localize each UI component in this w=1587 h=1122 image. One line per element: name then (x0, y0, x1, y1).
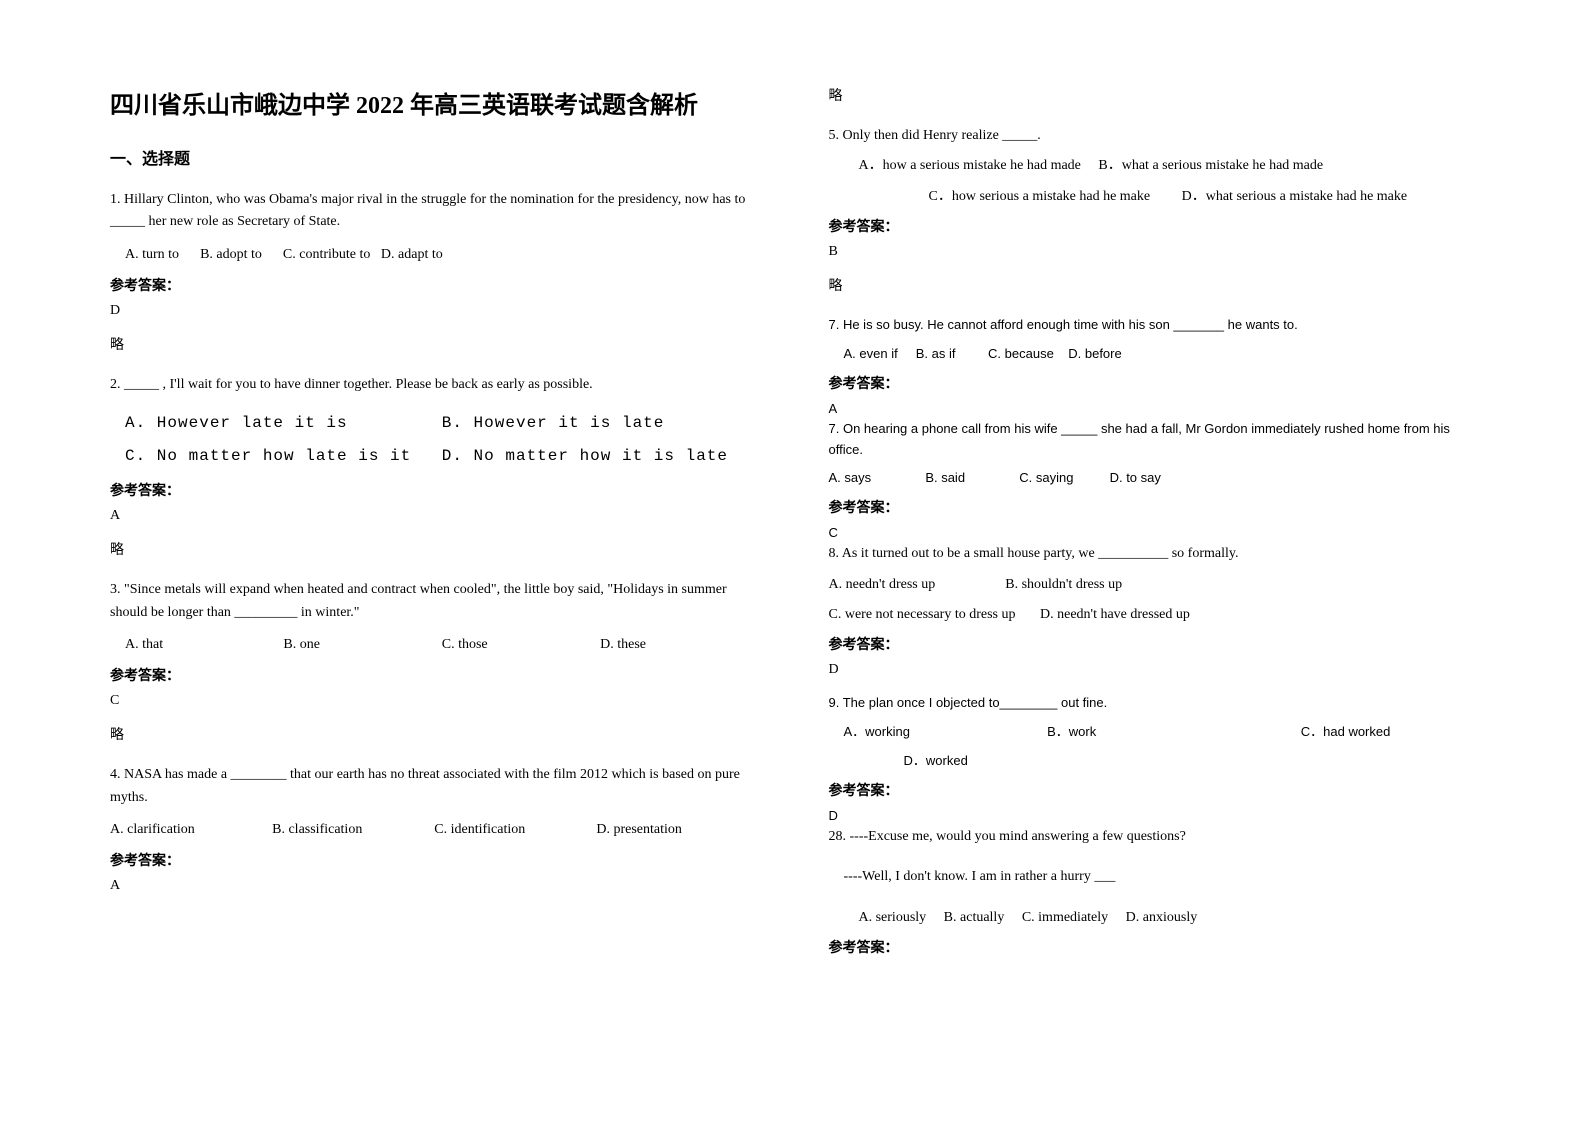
q5-optC: C．how serious a mistake had he make (929, 189, 1151, 204)
q28-optD: D. anxiously (1126, 910, 1198, 925)
q9-optB: B．work (1047, 722, 1297, 743)
q7b-optC: C. saying (1019, 470, 1073, 485)
q7a-text: 7. He is so busy. He cannot afford enoug… (829, 315, 1478, 336)
q4-optA: A. clarification (110, 817, 272, 842)
q9-optD: D．worked (904, 753, 968, 768)
q5-options-row1: A．how a serious mistake he had made B．wh… (859, 155, 1478, 177)
q8-optB: B. shouldn't dress up (1005, 577, 1122, 592)
q3-optD: D. these (600, 632, 758, 657)
q7a-optA: A. even if (844, 346, 898, 361)
q7a-answer: A (829, 401, 1478, 416)
q4-answer-label: 参考答案： (110, 850, 759, 870)
q3-note: 略 (110, 724, 759, 744)
q5-answer: B (829, 244, 1478, 260)
q8-optD: D. needn't have dressed up (1040, 607, 1190, 622)
q2-optB: B. However it is late (442, 414, 759, 432)
q1-text: 1. Hillary Clinton, who was Obama's majo… (110, 189, 759, 234)
q9-options-row2: D．worked (904, 751, 1478, 772)
q7a-optD: D. before (1068, 346, 1121, 361)
q8-options-row2: C. were not necessary to dress up D. nee… (829, 604, 1478, 626)
q1-answer-label: 参考答案： (110, 275, 759, 295)
q7a-optB: B. as if (916, 346, 956, 361)
q4-options: A. clarification B. classification C. id… (110, 817, 759, 842)
q4-optD: D. presentation (596, 817, 758, 842)
q9-answer-label: 参考答案： (829, 780, 1478, 800)
q9-optA: A．working (844, 722, 1044, 743)
q3-options: A. that B. one C. those D. these (110, 632, 759, 657)
q2-optC: C. No matter how late is it (125, 447, 442, 465)
q8-options-row1: A. needn't dress up B. shouldn't dress u… (829, 574, 1478, 596)
q8-optC: C. were not necessary to dress up (829, 607, 1016, 622)
q2-note: 略 (110, 539, 759, 559)
q1-answer: D (110, 303, 759, 319)
q7a-optC: C. because (988, 346, 1054, 361)
q8-text: 8. As it turned out to be a small house … (829, 543, 1478, 565)
q4-optB: B. classification (272, 817, 434, 842)
q1-optC: C. contribute to (283, 247, 371, 262)
q5-options-row2: C．how serious a mistake had he make D．wh… (929, 186, 1478, 208)
q28-options: A. seriously B. actually C. immediately … (859, 907, 1478, 929)
section-header: 一、选择题 (110, 145, 759, 169)
q28-optB: B. actually (944, 910, 1005, 925)
q8-answer: D (829, 662, 1478, 678)
q7b-optA: A. says (829, 470, 872, 485)
q7b-answer-label: 参考答案： (829, 497, 1478, 517)
q7b-options: A. says B. said C. saying D. to say (829, 468, 1478, 489)
q1-optD: D. adapt to (381, 247, 443, 262)
q2-optA: A. However late it is (125, 414, 442, 432)
q28-text1: 28. ----Excuse me, would you mind answer… (829, 826, 1478, 848)
q3-text: 3. "Since metals will expand when heated… (110, 579, 759, 624)
q7b-optD: D. to say (1110, 470, 1161, 485)
q1-optA: A. turn to (125, 247, 179, 262)
q7a-answer-label: 参考答案： (829, 373, 1478, 393)
q9-answer: D (829, 808, 1478, 823)
q4-text: 4. NASA has made a ________ that our ear… (110, 764, 759, 809)
q7b-answer: C (829, 525, 1478, 540)
q2-answer: A (110, 508, 759, 524)
q1-optB: B. adopt to (200, 247, 262, 262)
q4-optC: C. identification (434, 817, 596, 842)
q1-note: 略 (110, 334, 759, 354)
q9-options-row1: A．working B．work C．had worked (844, 722, 1478, 743)
q5-optD: D．what serious a mistake had he make (1182, 189, 1408, 204)
q7b-optB: B. said (925, 470, 965, 485)
q5-text: 5. Only then did Henry realize _____. (829, 125, 1478, 147)
q4-answer: A (110, 878, 759, 894)
q2-options-row1: A. However late it is B. However it is l… (125, 414, 759, 432)
q7a-options: A. even if B. as if C. because D. before (844, 344, 1478, 365)
q3-answer: C (110, 693, 759, 709)
q8-optA: A. needn't dress up (829, 577, 936, 592)
q8-answer-label: 参考答案： (829, 634, 1478, 654)
q5-answer-label: 参考答案： (829, 216, 1478, 236)
q28-text2: ----Well, I don't know. I am in rather a… (844, 866, 1478, 888)
q5-optB: B．what a serious mistake he had made (1098, 158, 1323, 173)
right-column: 略 5. Only then did Henry realize _____. … (794, 85, 1488, 1072)
q3-answer-label: 参考答案： (110, 665, 759, 685)
q2-optD: D. No matter how it is late (442, 447, 759, 465)
q28-optC: C. immediately (1022, 910, 1108, 925)
q9-optC: C．had worked (1301, 724, 1391, 739)
q5-optA: A．how a serious mistake he had made (859, 158, 1081, 173)
q5-note: 略 (829, 275, 1478, 295)
q28-answer-label: 参考答案： (829, 937, 1478, 957)
q2-answer-label: 参考答案： (110, 480, 759, 500)
q1-options: A. turn to B. adopt to C. contribute to … (125, 242, 759, 267)
document-title: 四川省乐山市峨边中学 2022 年高三英语联考试题含解析 (110, 85, 759, 120)
q3-optA: A. that (125, 632, 283, 657)
q9-text: 9. The plan once I objected to________ o… (829, 693, 1478, 714)
right-note: 略 (829, 85, 1478, 105)
q28-optA: A. seriously (859, 910, 927, 925)
q3-optB: B. one (283, 632, 441, 657)
q2-text: 2. _____ , I'll wait for you to have din… (110, 374, 759, 396)
q7b-text: 7. On hearing a phone call from his wife… (829, 419, 1478, 461)
q2-options-row2: C. No matter how late is it D. No matter… (125, 447, 759, 465)
q3-optC: C. those (442, 632, 600, 657)
left-column: 四川省乐山市峨边中学 2022 年高三英语联考试题含解析 一、选择题 1. Hi… (100, 85, 794, 1072)
